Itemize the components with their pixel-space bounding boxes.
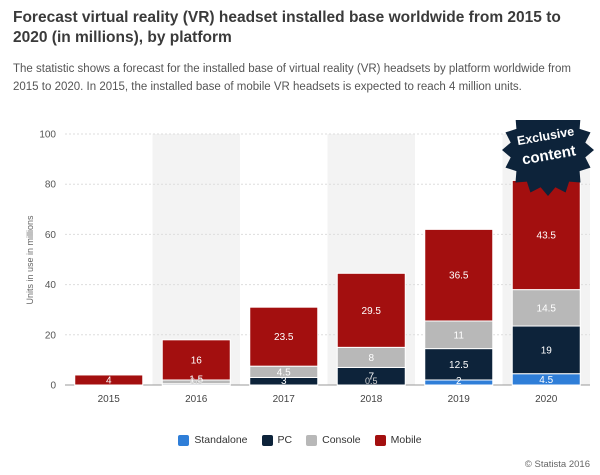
- legend-swatch: [374, 434, 386, 446]
- data-label: 43.5: [537, 231, 557, 242]
- data-label-small: 0.5: [365, 376, 378, 386]
- x-tick-label: 2016: [185, 394, 208, 405]
- data-label: 3: [281, 376, 287, 387]
- source-credit: © Statista 2016: [524, 459, 590, 470]
- x-tick-label: 2015: [98, 394, 121, 405]
- legend-item-pc[interactable]: PC: [261, 434, 293, 446]
- y-tick-label: 80: [45, 180, 57, 191]
- data-label: 23.5: [274, 332, 294, 343]
- data-label: 16: [191, 355, 203, 366]
- bar-mobile-2017[interactable]: [249, 306, 319, 367]
- y-axis-label: Units in use in millions: [25, 215, 35, 305]
- data-label: 4.5: [277, 367, 291, 378]
- data-label: 14.5: [537, 303, 557, 314]
- legend-item-standalone[interactable]: Standalone: [178, 434, 248, 446]
- data-label: 4.5: [539, 375, 553, 386]
- chart-legend: Standalone PC Console Mobile: [0, 434, 600, 446]
- data-label: 2: [456, 376, 462, 387]
- bar-mobile-2019[interactable]: [424, 228, 494, 322]
- legend-item-mobile[interactable]: Mobile: [374, 434, 422, 446]
- data-label: 12.5: [449, 360, 469, 371]
- data-label: 11: [454, 330, 465, 341]
- x-tick-label: 2019: [448, 394, 471, 405]
- bar-mobile-2020[interactable]: [511, 179, 581, 291]
- y-tick-label: 40: [45, 280, 57, 291]
- x-tick-label: 2018: [360, 394, 383, 405]
- legend-swatch: [178, 434, 190, 446]
- stacked-bar-chart: 4 1.51634.523.57829.5212.51136.54.51914.5…: [25, 120, 594, 405]
- x-tick-label: 2017: [273, 394, 296, 405]
- data-label: 4: [106, 375, 112, 386]
- data-label: 7: [368, 372, 374, 383]
- legend-swatch: [306, 434, 318, 446]
- bar-pc-2020[interactable]: [511, 325, 581, 375]
- legend-item-console[interactable]: Console: [306, 434, 361, 446]
- bar-console-2020[interactable]: [511, 289, 581, 327]
- legend-label: Mobile: [390, 434, 422, 446]
- bar-console-2019[interactable]: [424, 320, 494, 350]
- x-tick-label: 2020: [535, 394, 558, 405]
- y-tick-label: 0: [50, 381, 56, 392]
- legend-swatch: [261, 434, 273, 446]
- exclusive-content-badge: Exclusive content: [502, 120, 594, 196]
- data-label: 8: [368, 353, 374, 364]
- bar-mobile-2016[interactable]: [161, 339, 231, 381]
- data-label: 36.5: [449, 271, 469, 282]
- data-label: 1.5: [189, 375, 203, 386]
- chart-title: Forecast virtual reality (VR) headset in…: [13, 9, 561, 46]
- bar-mobile-2018[interactable]: [336, 272, 406, 348]
- legend-label: PC: [277, 434, 293, 446]
- data-label-small: 0.5: [190, 376, 203, 386]
- legend-label: Standalone: [194, 434, 248, 446]
- y-tick-label: 100: [39, 130, 56, 141]
- legend-label: Console: [322, 434, 361, 446]
- bar-mobile-2015[interactable]: [74, 374, 144, 386]
- chart-description: The statistic shows a forecast for the i…: [13, 63, 571, 93]
- y-tick-label: 60: [45, 230, 57, 241]
- data-label: 19: [541, 345, 553, 356]
- data-label: 29.5: [362, 306, 382, 317]
- y-tick-label: 20: [45, 330, 57, 341]
